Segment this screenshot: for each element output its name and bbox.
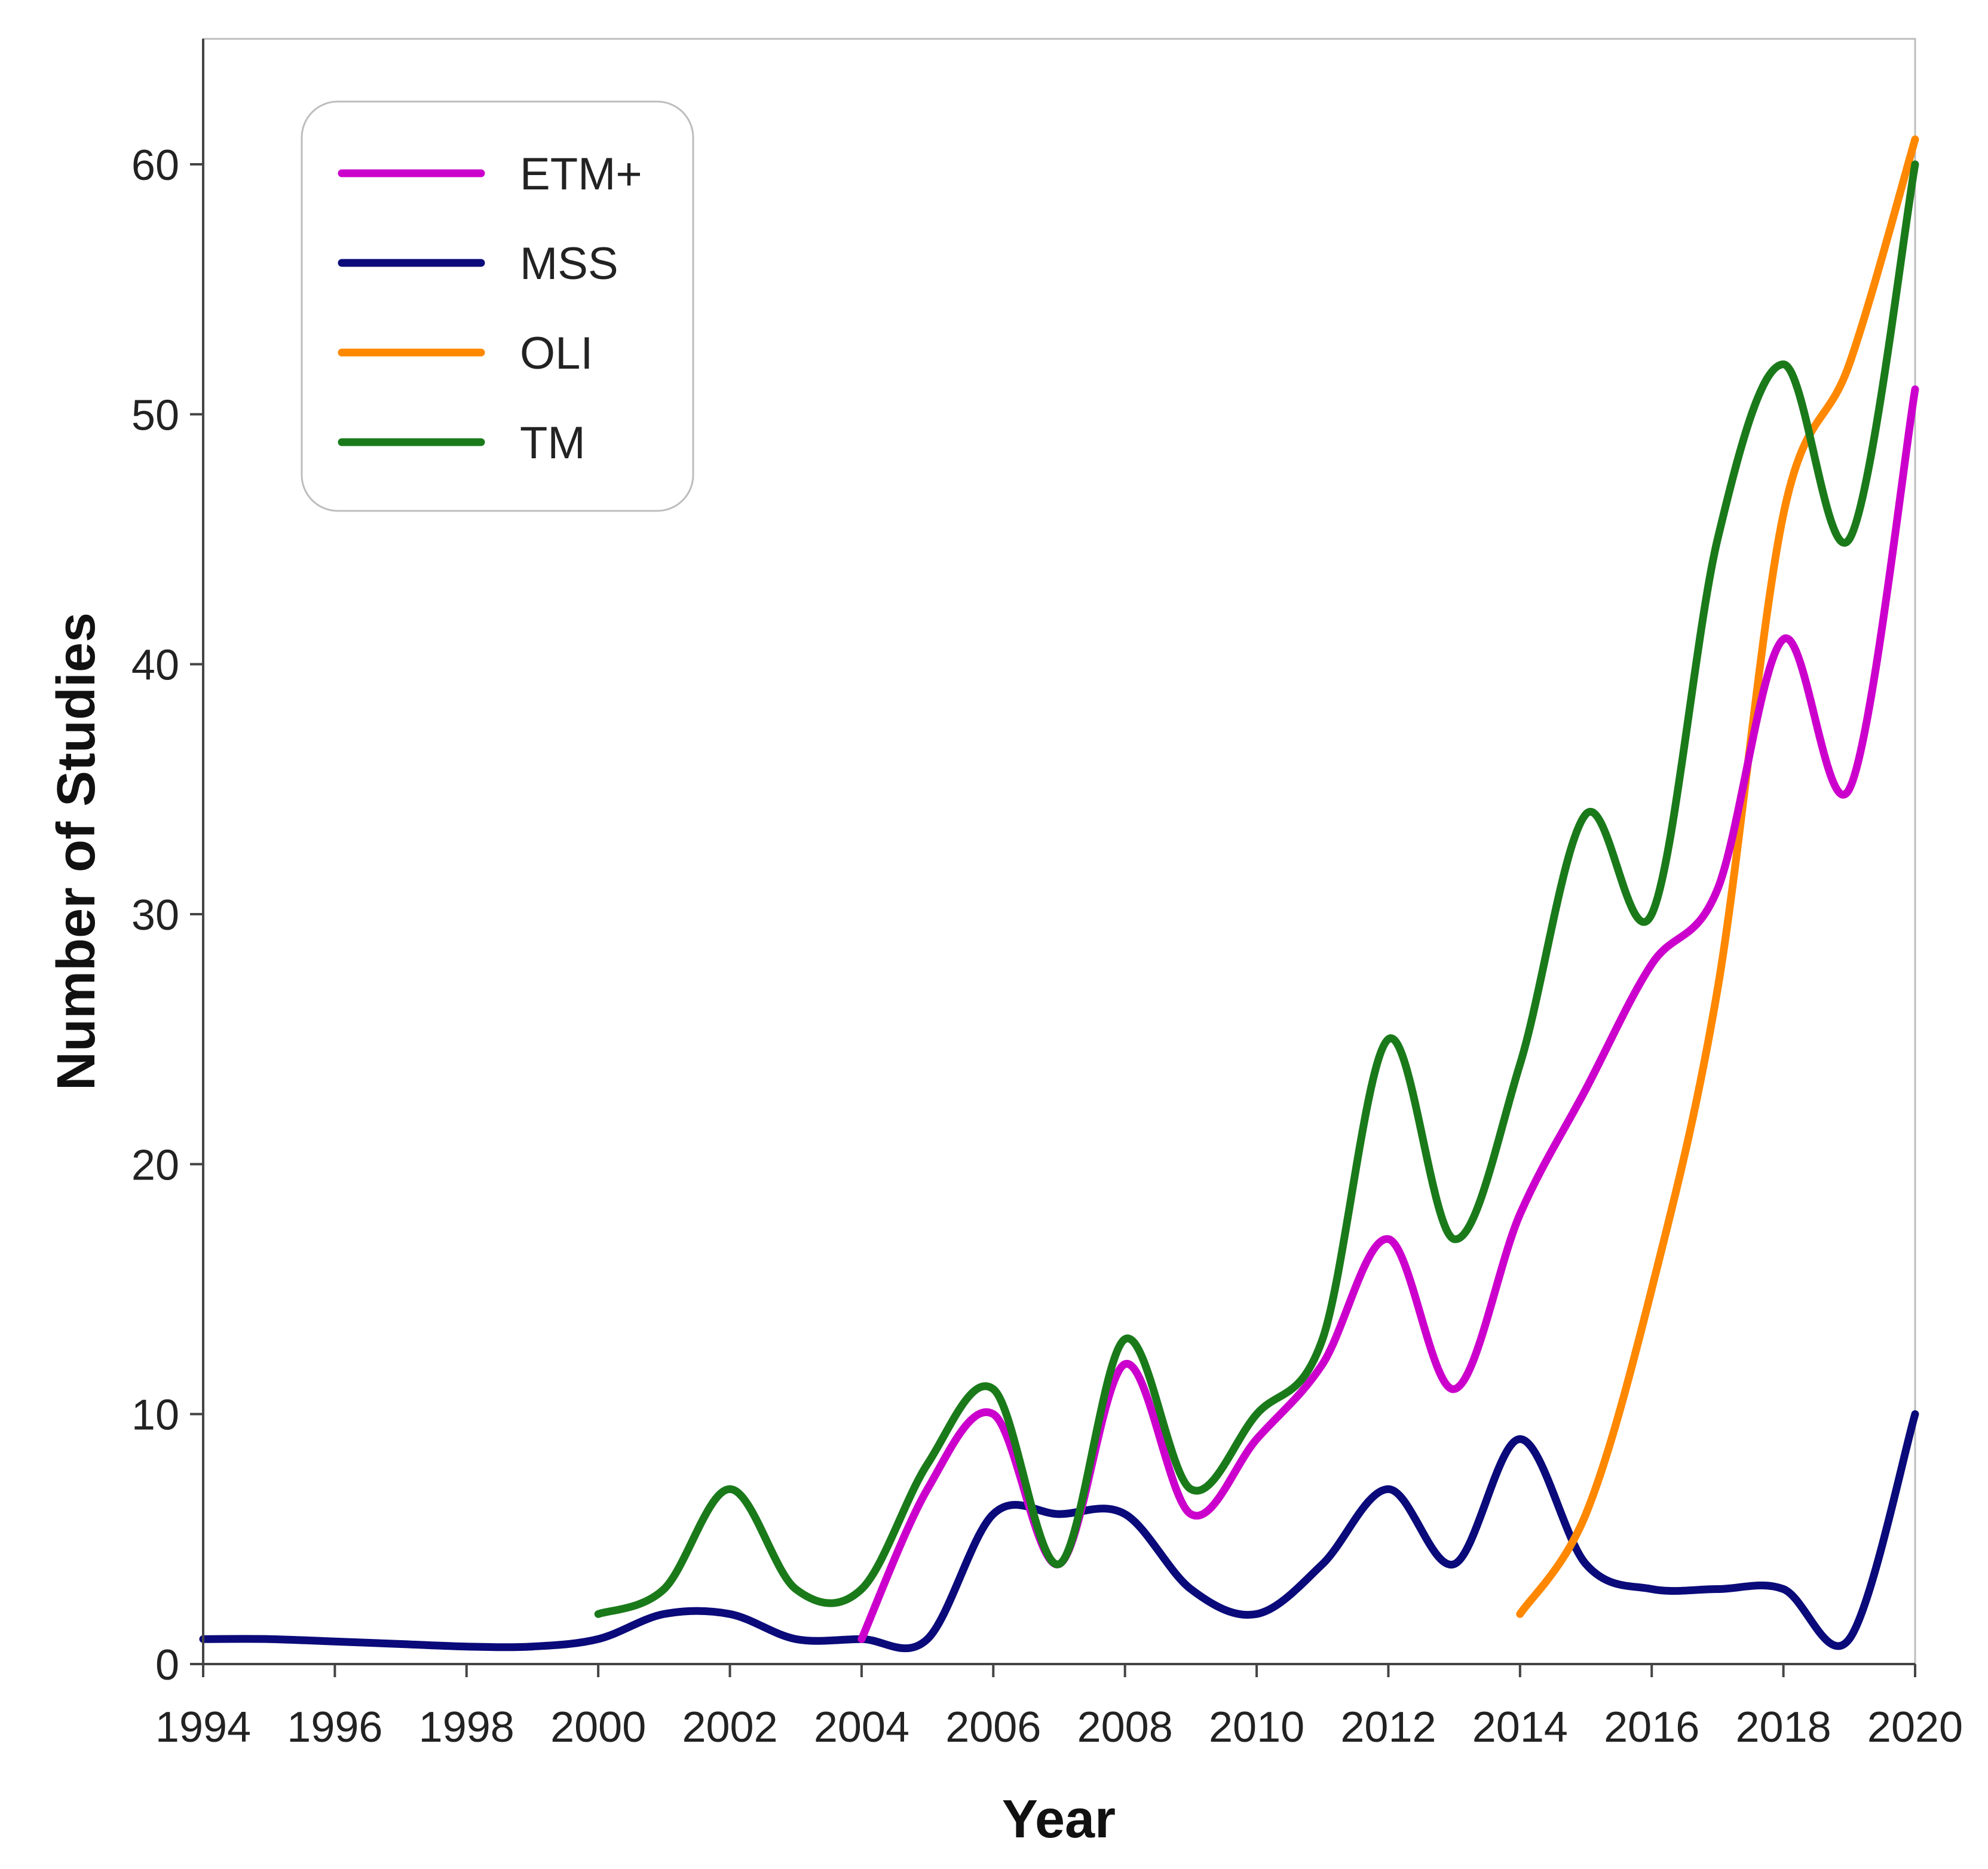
x-tick-label: 2014	[1472, 1703, 1568, 1751]
legend: ETM+ MSS OLI TM	[301, 100, 694, 512]
x-tick-label: 2006	[945, 1703, 1041, 1751]
legend-item-oli: OLI	[338, 328, 593, 379]
y-tick-label: 20	[131, 1141, 179, 1189]
x-tick-label: 2020	[1867, 1703, 1963, 1751]
legend-item-etm: ETM+	[338, 149, 642, 200]
y-tick-label: 10	[131, 1392, 179, 1439]
axis-layer	[190, 39, 1916, 1677]
legend-box	[301, 100, 694, 512]
x-tick-label: 2016	[1604, 1703, 1699, 1751]
legend-label: ETM+	[520, 149, 642, 200]
legend-item-mss: MSS	[338, 238, 618, 289]
x-axis-title: Year	[1002, 1790, 1116, 1849]
y-axis-title: Number of Studies	[47, 612, 106, 1090]
x-tick-label: 1994	[155, 1703, 251, 1751]
x-tick-label: 2004	[814, 1703, 909, 1751]
x-tick-label: 2000	[550, 1703, 646, 1751]
series-line-oli	[1516, 135, 1919, 1618]
x-tick-label: 2018	[1736, 1703, 1831, 1751]
y-tick-label: 60	[131, 142, 179, 189]
y-tick-label: 30	[131, 891, 179, 939]
legend-label: OLI	[520, 328, 593, 379]
series-layer	[199, 135, 1919, 1653]
series-line-mss	[199, 1410, 1919, 1653]
x-tick-label: 1998	[419, 1703, 514, 1751]
legend-item-tm: TM	[338, 418, 586, 468]
legend-items: ETM+ MSS OLI TM	[338, 149, 642, 468]
x-tick-label: 2010	[1209, 1703, 1304, 1751]
y-tick-label: 0	[155, 1641, 179, 1689]
series-line-tm	[594, 160, 1919, 1618]
x-tick-label: 2012	[1340, 1703, 1436, 1751]
tick-label-layer: 1994 1996 1998 2000 2002 2004 2006 2008 2010 2012…	[131, 142, 1963, 1751]
x-tick-label: 2008	[1077, 1703, 1173, 1751]
legend-label: TM	[520, 418, 586, 468]
x-tick-label: 1996	[287, 1703, 382, 1751]
x-tick-label: 2002	[682, 1703, 777, 1751]
y-tick-label: 50	[131, 391, 179, 439]
y-tick-label: 40	[131, 642, 179, 690]
legend-label: MSS	[520, 238, 618, 289]
